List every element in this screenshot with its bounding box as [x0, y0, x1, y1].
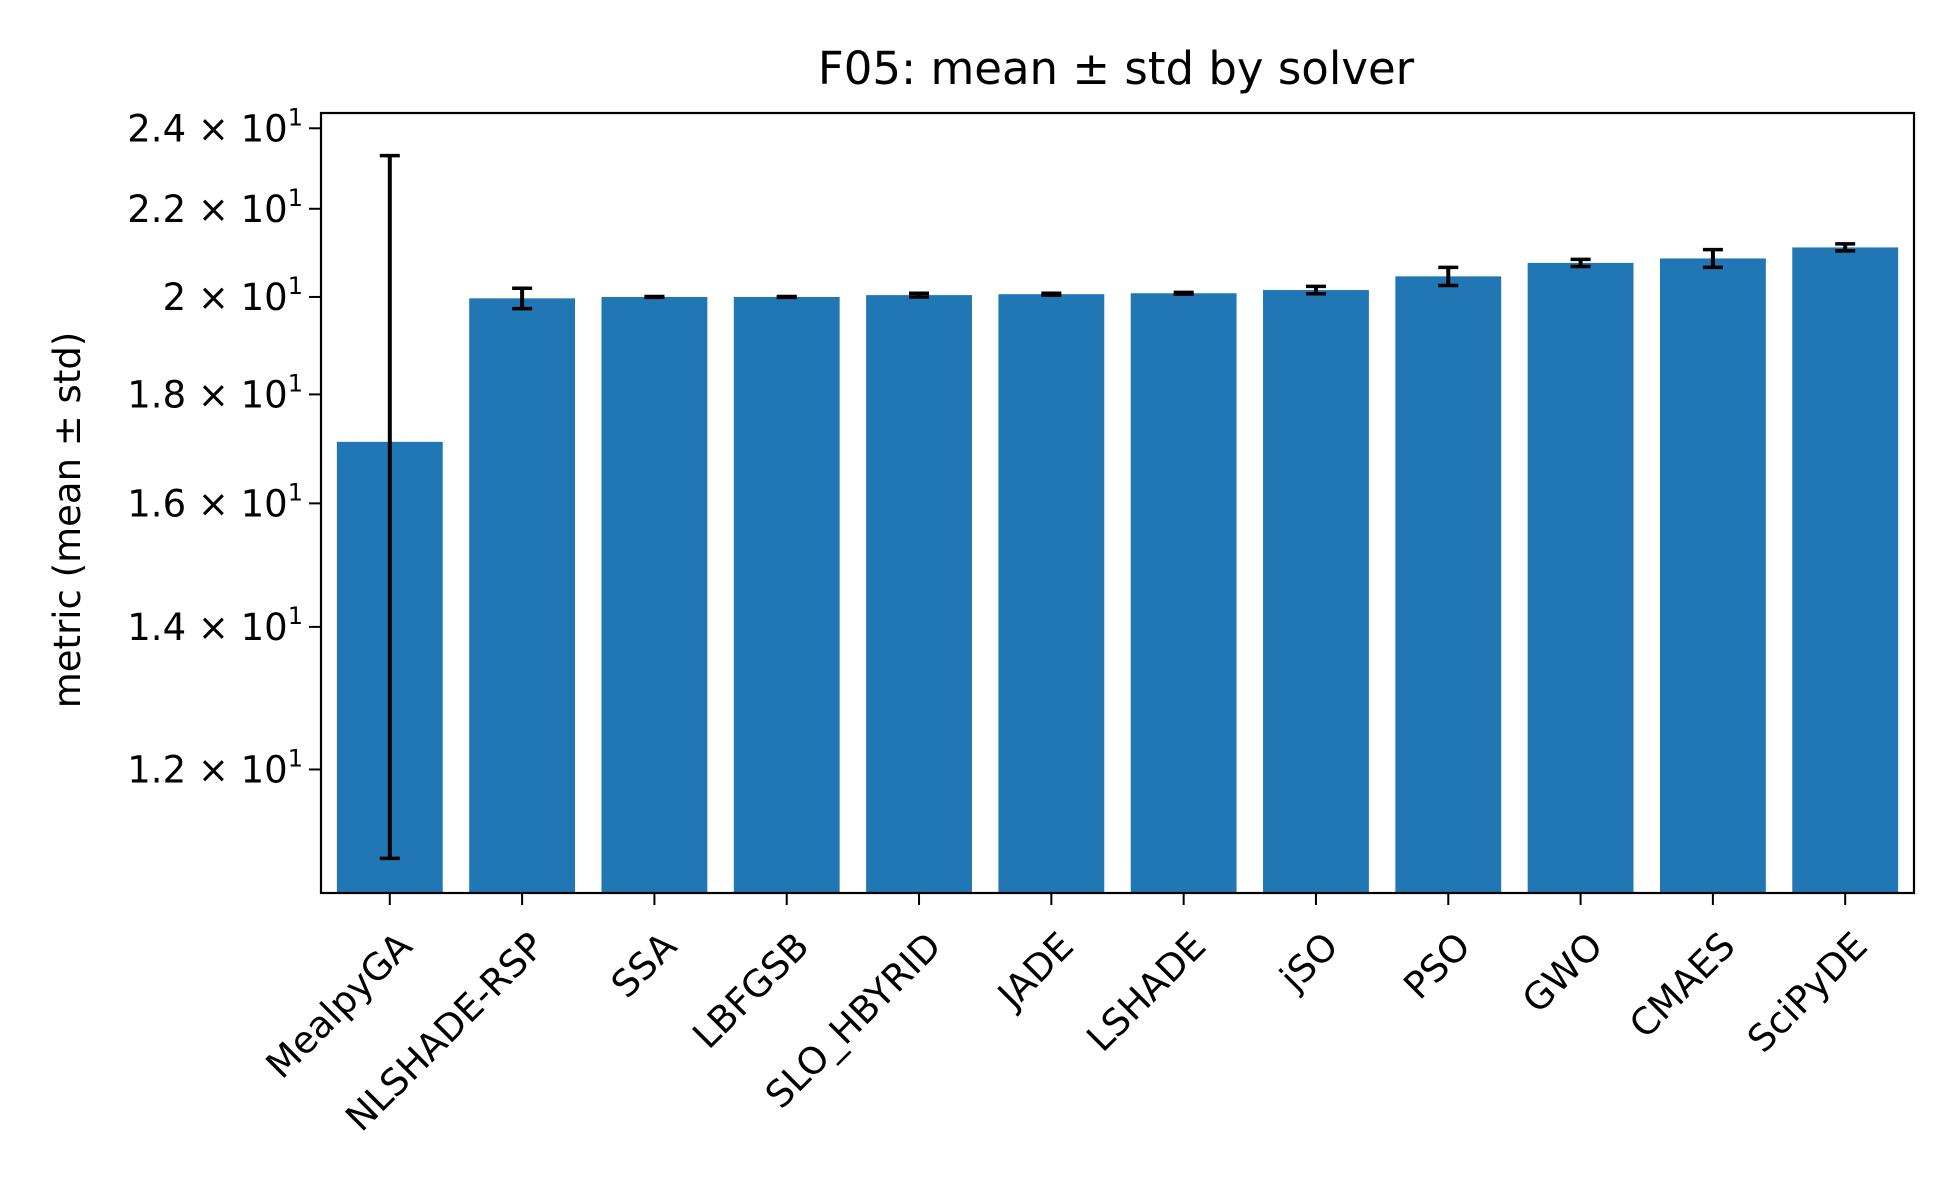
error-bars-group	[379, 153, 1856, 861]
error-bar	[1438, 265, 1459, 288]
y-tick-label: 2.2 × 101	[127, 184, 303, 231]
bar-nlshade-rsp	[469, 298, 576, 893]
error-bar	[1702, 247, 1723, 270]
y-tick-label: 1.4 × 101	[127, 602, 303, 649]
bar-cmaes	[1659, 258, 1766, 893]
error-bar	[644, 294, 665, 300]
bar-ssa	[601, 296, 708, 893]
error-bar	[1570, 257, 1591, 269]
bar-lshade	[1130, 293, 1237, 894]
bar-scipyde	[1792, 247, 1899, 893]
y-tick-label: 1.6 × 101	[127, 478, 303, 525]
error-bar	[776, 294, 797, 300]
chart-title: F05: mean ± std by solver	[818, 42, 1415, 95]
plot-frame	[319, 111, 1916, 895]
bar-lbfgsb	[733, 296, 840, 893]
y-tick-label: 1.2 × 101	[127, 744, 303, 791]
bar-jso	[1263, 290, 1369, 894]
y-tick-label: 2 × 101	[163, 272, 303, 319]
error-bar	[379, 153, 400, 861]
error-bar	[1835, 242, 1856, 253]
y-axis-label: metric (mean ± std)	[46, 332, 89, 709]
error-bar	[512, 286, 533, 311]
bar-gwo	[1527, 262, 1634, 894]
error-bar	[909, 291, 930, 299]
bar-pso	[1395, 276, 1502, 894]
error-bar	[1173, 290, 1194, 296]
y-tick-label: 2.4 × 101	[127, 103, 303, 150]
error-bar	[1305, 284, 1326, 296]
y-ticks-group: 1.2 × 101 1.4 × 101 1.6 × 101 1.8 × 101 2 × …	[127, 103, 321, 791]
error-bar	[1041, 291, 1062, 297]
y-tick-label: 1.8 × 101	[127, 369, 303, 416]
bar-jade	[998, 294, 1105, 893]
bars-group	[336, 247, 1899, 894]
bar-slo-hbyrid	[866, 295, 972, 893]
